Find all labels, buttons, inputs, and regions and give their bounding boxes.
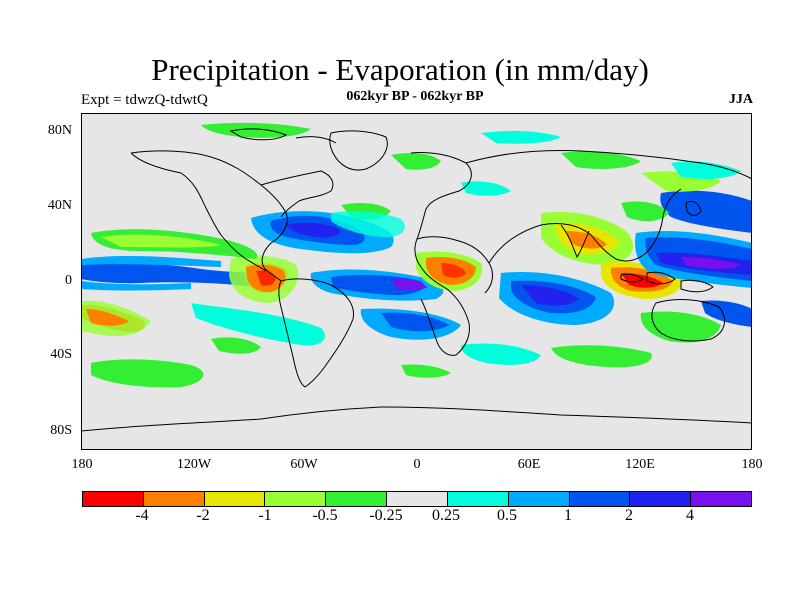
coastline	[465, 150, 752, 180]
coastlines	[81, 128, 752, 432]
field-region	[441, 263, 466, 278]
coastline	[278, 278, 355, 388]
colorbar-swatch	[326, 492, 388, 506]
field-region	[681, 257, 741, 269]
field-region	[461, 181, 511, 196]
coastline	[416, 236, 493, 294]
field-shading	[81, 122, 752, 388]
precipitation-map	[81, 113, 752, 450]
coastline	[560, 224, 590, 259]
colorbar-label: -1	[258, 507, 272, 524]
x-tick-label: 120E	[625, 457, 655, 472]
field-region	[81, 281, 191, 291]
colorbar	[82, 491, 752, 507]
y-tick-label: 40N	[47, 198, 72, 213]
field-region	[660, 190, 752, 233]
colorbar-swatch	[143, 492, 205, 506]
field-region	[391, 278, 427, 291]
field-region	[401, 364, 451, 378]
coastline	[260, 170, 334, 218]
chart-title: Precipitation - Evaporation (in mm/day)	[151, 52, 649, 87]
time-period-label: 062kyr BP - 062kyr BP	[346, 89, 484, 104]
coastline	[680, 279, 714, 293]
colorbar-swatch	[265, 492, 327, 506]
colorbar-swatch	[83, 492, 144, 506]
y-tick-label: 0	[65, 273, 72, 288]
colorbar-swatch	[630, 492, 692, 506]
field-region	[701, 300, 752, 327]
field-region	[211, 337, 261, 354]
x-tick-label: 60W	[290, 457, 318, 472]
field-region	[521, 285, 579, 306]
y-tick-label: 80S	[50, 423, 72, 438]
y-tick-label: 40S	[50, 347, 72, 362]
x-tick-label: 180	[71, 457, 93, 472]
field-region	[481, 130, 561, 144]
coastline	[651, 299, 726, 342]
field-region	[81, 262, 271, 289]
coastline	[130, 152, 267, 272]
coastline	[295, 136, 337, 144]
x-tick-label: 180	[741, 457, 763, 472]
field-region	[561, 151, 641, 169]
coastline	[620, 273, 644, 283]
field-region	[86, 309, 129, 326]
field-region	[91, 359, 204, 388]
coastline	[329, 130, 388, 171]
coastline	[81, 406, 752, 432]
field-region	[566, 231, 607, 249]
season-label: JJA	[728, 92, 753, 107]
coastline	[229, 128, 288, 141]
colorbar-label: 1	[564, 507, 572, 524]
colorbar-label: 0.5	[497, 507, 517, 524]
field-region	[391, 153, 441, 170]
field-region	[256, 270, 276, 286]
field-region	[81, 255, 221, 267]
x-tick-label: 0	[413, 457, 421, 472]
colorbar-swatch	[691, 492, 751, 506]
colorbar-label: 0.25	[432, 507, 460, 524]
field-region	[671, 161, 741, 179]
colorbar-swatch	[508, 492, 570, 506]
x-tick-label: 120W	[176, 457, 212, 472]
colorbar-label: -2	[196, 507, 210, 524]
coastline	[410, 152, 472, 356]
colorbar-label: -0.25	[369, 507, 403, 524]
coastline	[130, 150, 288, 282]
colorbar-swatch	[204, 492, 266, 506]
field-region	[640, 311, 721, 343]
coastline	[646, 271, 676, 285]
field-region	[621, 273, 663, 288]
field-region	[331, 211, 405, 238]
y-tick-label: 80N	[47, 123, 72, 138]
colorbar-label: -0.5	[312, 507, 338, 524]
colorbar-label: 4	[686, 507, 694, 524]
field-region	[101, 234, 221, 248]
colorbar-swatch	[387, 492, 448, 506]
colorbar-swatch	[569, 492, 631, 506]
field-region	[191, 303, 325, 346]
experiment-label: Expt = tdwzQ-tdwtQ	[81, 92, 208, 108]
colorbar-label: -4	[135, 507, 149, 524]
field-region	[621, 201, 669, 222]
field-region	[551, 345, 652, 368]
x-tick-label: 60E	[517, 457, 541, 472]
colorbar-swatch	[447, 492, 509, 506]
map-frame	[81, 113, 752, 450]
coastline	[488, 188, 682, 264]
colorbar-label: 2	[625, 507, 633, 524]
field-region	[286, 222, 340, 238]
field-region	[461, 343, 541, 365]
coastline	[685, 200, 702, 216]
